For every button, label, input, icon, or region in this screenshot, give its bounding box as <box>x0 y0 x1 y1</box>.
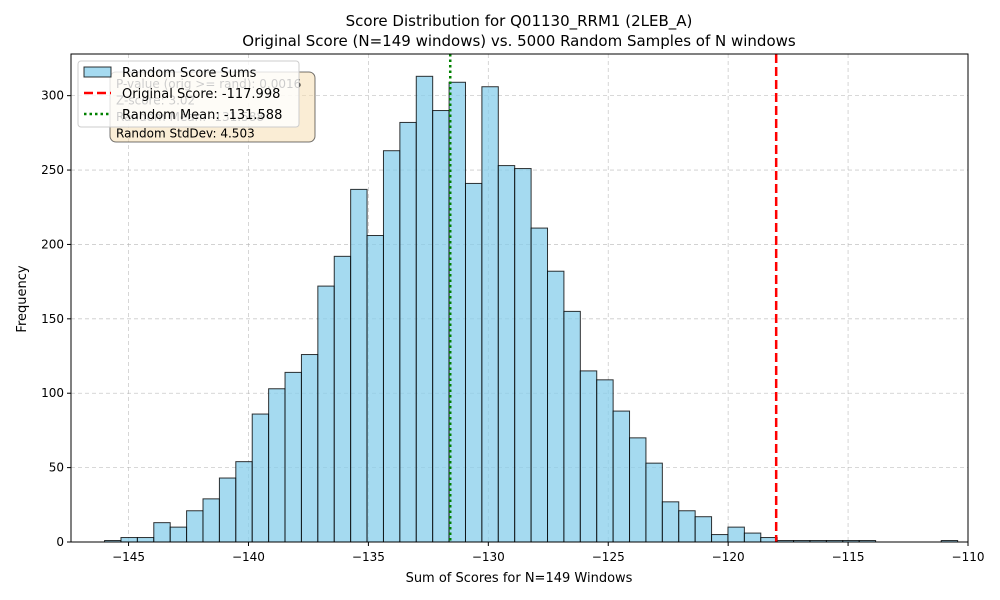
histogram-bar <box>366 235 384 543</box>
x-tick-label: −120 <box>712 550 745 564</box>
histogram-bar <box>136 537 155 543</box>
legend-entry: Random Mean: -131.588 <box>122 108 282 123</box>
histogram-bar <box>579 370 598 543</box>
histogram-bar <box>186 510 204 543</box>
stats-line: Random StdDev: 4.503 <box>116 127 255 141</box>
histogram-bar <box>678 510 696 543</box>
histogram-bar <box>694 516 713 543</box>
histogram-bar <box>481 86 499 543</box>
histogram-bar <box>432 110 450 543</box>
histogram-bar <box>596 379 614 543</box>
plot-frame <box>70 53 969 543</box>
x-tick-label: −115 <box>832 550 865 564</box>
histogram-bar <box>514 168 532 543</box>
histogram-bar <box>218 477 237 543</box>
chart-title: Score Distribution for Q01130_RRM1 (2LEB… <box>346 12 693 31</box>
reference-lines <box>448 54 778 542</box>
legend-swatch-bars <box>83 66 112 78</box>
histogram-bar <box>497 165 516 543</box>
legend-entry: Original Score: -117.998 <box>122 87 280 102</box>
histogram-bar <box>415 75 434 543</box>
histogram-bar <box>333 255 352 543</box>
histogram-bar <box>300 354 319 543</box>
legend-entry: Random Score Sums <box>122 66 257 81</box>
histogram-bar <box>251 413 270 543</box>
histogram-bar <box>350 188 368 543</box>
histogram-bar <box>448 81 466 543</box>
histogram-bar <box>399 121 417 543</box>
x-tick-label: −140 <box>232 550 265 564</box>
x-tick-label: −145 <box>112 550 145 564</box>
histogram-bar <box>284 371 302 543</box>
x-tick-label: −135 <box>352 550 385 564</box>
histogram-bar <box>612 410 631 543</box>
histogram-bar <box>120 537 138 543</box>
histogram-bar <box>464 182 483 543</box>
chart-subtitle: Original Score (N=149 windows) vs. 5000 … <box>242 32 796 50</box>
y-axis-ticks: 0 50 100 150 200 250 300 <box>41 89 71 549</box>
y-tick-label: 150 <box>41 312 64 326</box>
y-tick-label: 300 <box>41 89 64 103</box>
histogram-bar <box>711 534 729 543</box>
x-axis-ticks: −145 −140 −135 −130 −125 −120 −115 −110 <box>112 542 984 564</box>
histogram-bar <box>629 437 647 543</box>
histogram-bar <box>661 501 680 543</box>
y-tick-label: 100 <box>41 386 64 400</box>
histogram-bar <box>743 532 762 543</box>
legend-box <box>77 60 300 128</box>
x-axis-label: Sum of Scores for N=149 Windows <box>406 571 633 586</box>
y-tick-label: 250 <box>41 163 64 177</box>
histogram-bar <box>727 526 745 543</box>
legend: Random Score Sums Original Score: -117.99… <box>77 60 300 128</box>
histogram-bar <box>202 498 220 543</box>
histogram-bar <box>760 537 778 543</box>
y-axis-label: Frequency <box>15 265 30 332</box>
histogram-bars <box>104 75 959 543</box>
x-tick-label: −110 <box>952 550 985 564</box>
x-tick-label: −125 <box>592 550 625 564</box>
histogram-bar <box>563 310 581 543</box>
histogram-bar <box>235 461 253 543</box>
histogram-bar <box>268 388 286 543</box>
x-tick-label: −130 <box>472 550 505 564</box>
y-tick-label: 50 <box>49 461 64 475</box>
histogram-bar <box>645 462 663 543</box>
histogram-bar <box>169 526 188 543</box>
histogram-bar <box>153 522 171 543</box>
y-tick-label: 200 <box>41 237 64 251</box>
histogram-bar <box>382 150 401 543</box>
histogram-bar <box>530 227 549 543</box>
histogram-bar <box>317 285 335 543</box>
histogram-bar <box>547 270 565 543</box>
y-tick-label: 0 <box>56 535 64 549</box>
